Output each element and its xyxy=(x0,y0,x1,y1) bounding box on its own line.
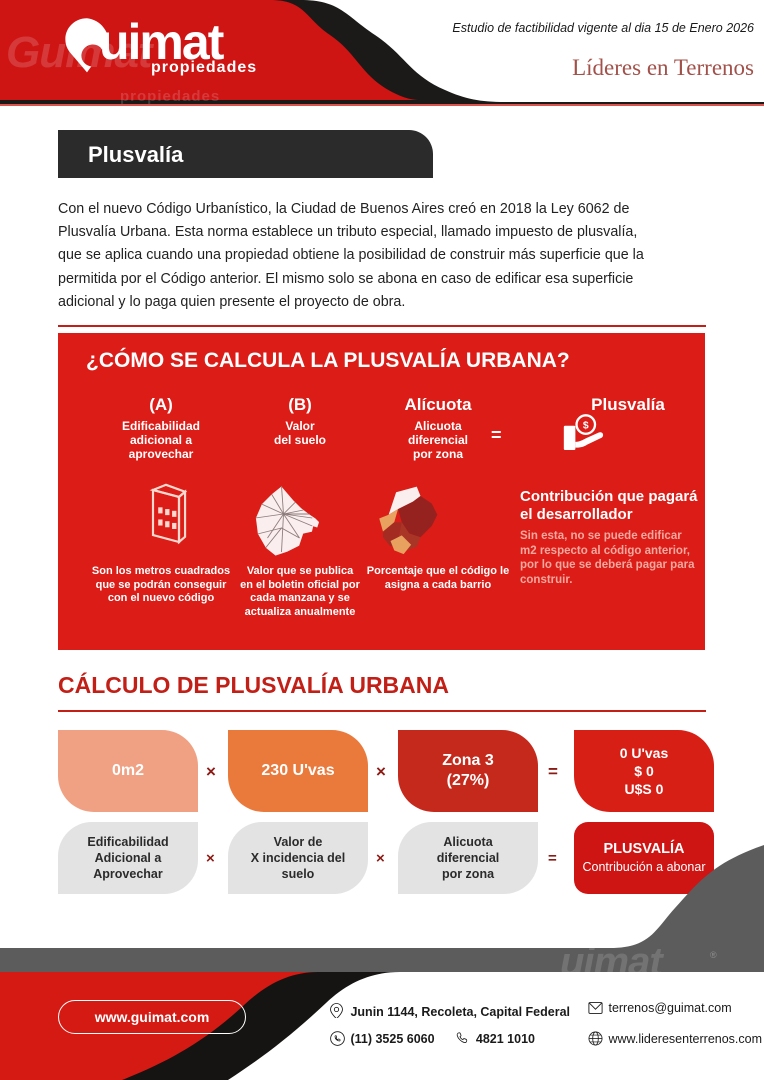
svg-text:$: $ xyxy=(583,421,589,432)
